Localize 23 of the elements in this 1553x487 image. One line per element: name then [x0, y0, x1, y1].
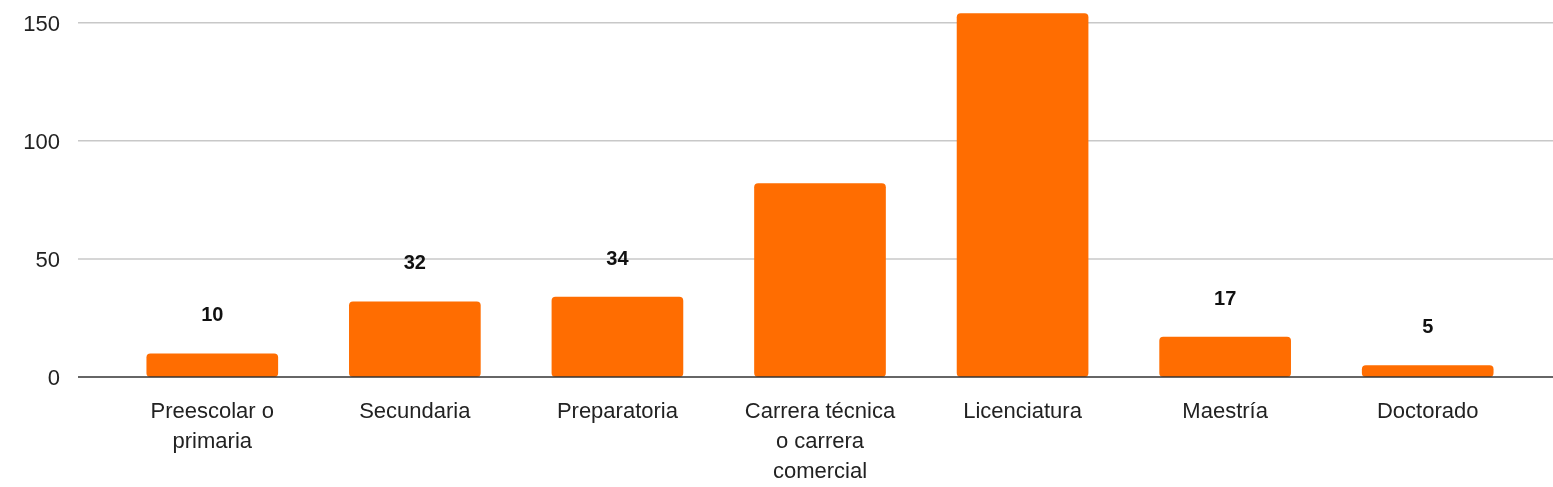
bar [146, 353, 279, 377]
bar [551, 296, 684, 377]
x-tick-label: Maestría [1182, 398, 1269, 423]
x-tick-label: Preparatoria [556, 398, 679, 423]
bar [754, 183, 886, 377]
data-label: 34 [606, 246, 630, 269]
y-tick-label: 0 [47, 364, 60, 390]
bar [1361, 365, 1494, 377]
bar [1159, 336, 1291, 377]
x-tick-label: Secundaria [359, 398, 472, 423]
bar [349, 301, 481, 377]
data-label: 17 [1214, 286, 1237, 309]
data-label: 32 [403, 251, 426, 274]
y-tick-label: 150 [23, 10, 60, 36]
x-tick-label: Preescolar o primaria [150, 398, 275, 453]
x-tick-label: Licenciatura [963, 398, 1083, 423]
data-label: 10 [201, 303, 224, 326]
x-tick-label: Doctorado [1376, 398, 1479, 423]
y-tick-label: 100 [23, 128, 60, 154]
data-label: 5 [1422, 315, 1434, 338]
y-tick-label: 50 [35, 246, 60, 272]
bar [956, 13, 1089, 377]
x-tick-label: Carrera técnica o carrera comercial [744, 398, 896, 483]
